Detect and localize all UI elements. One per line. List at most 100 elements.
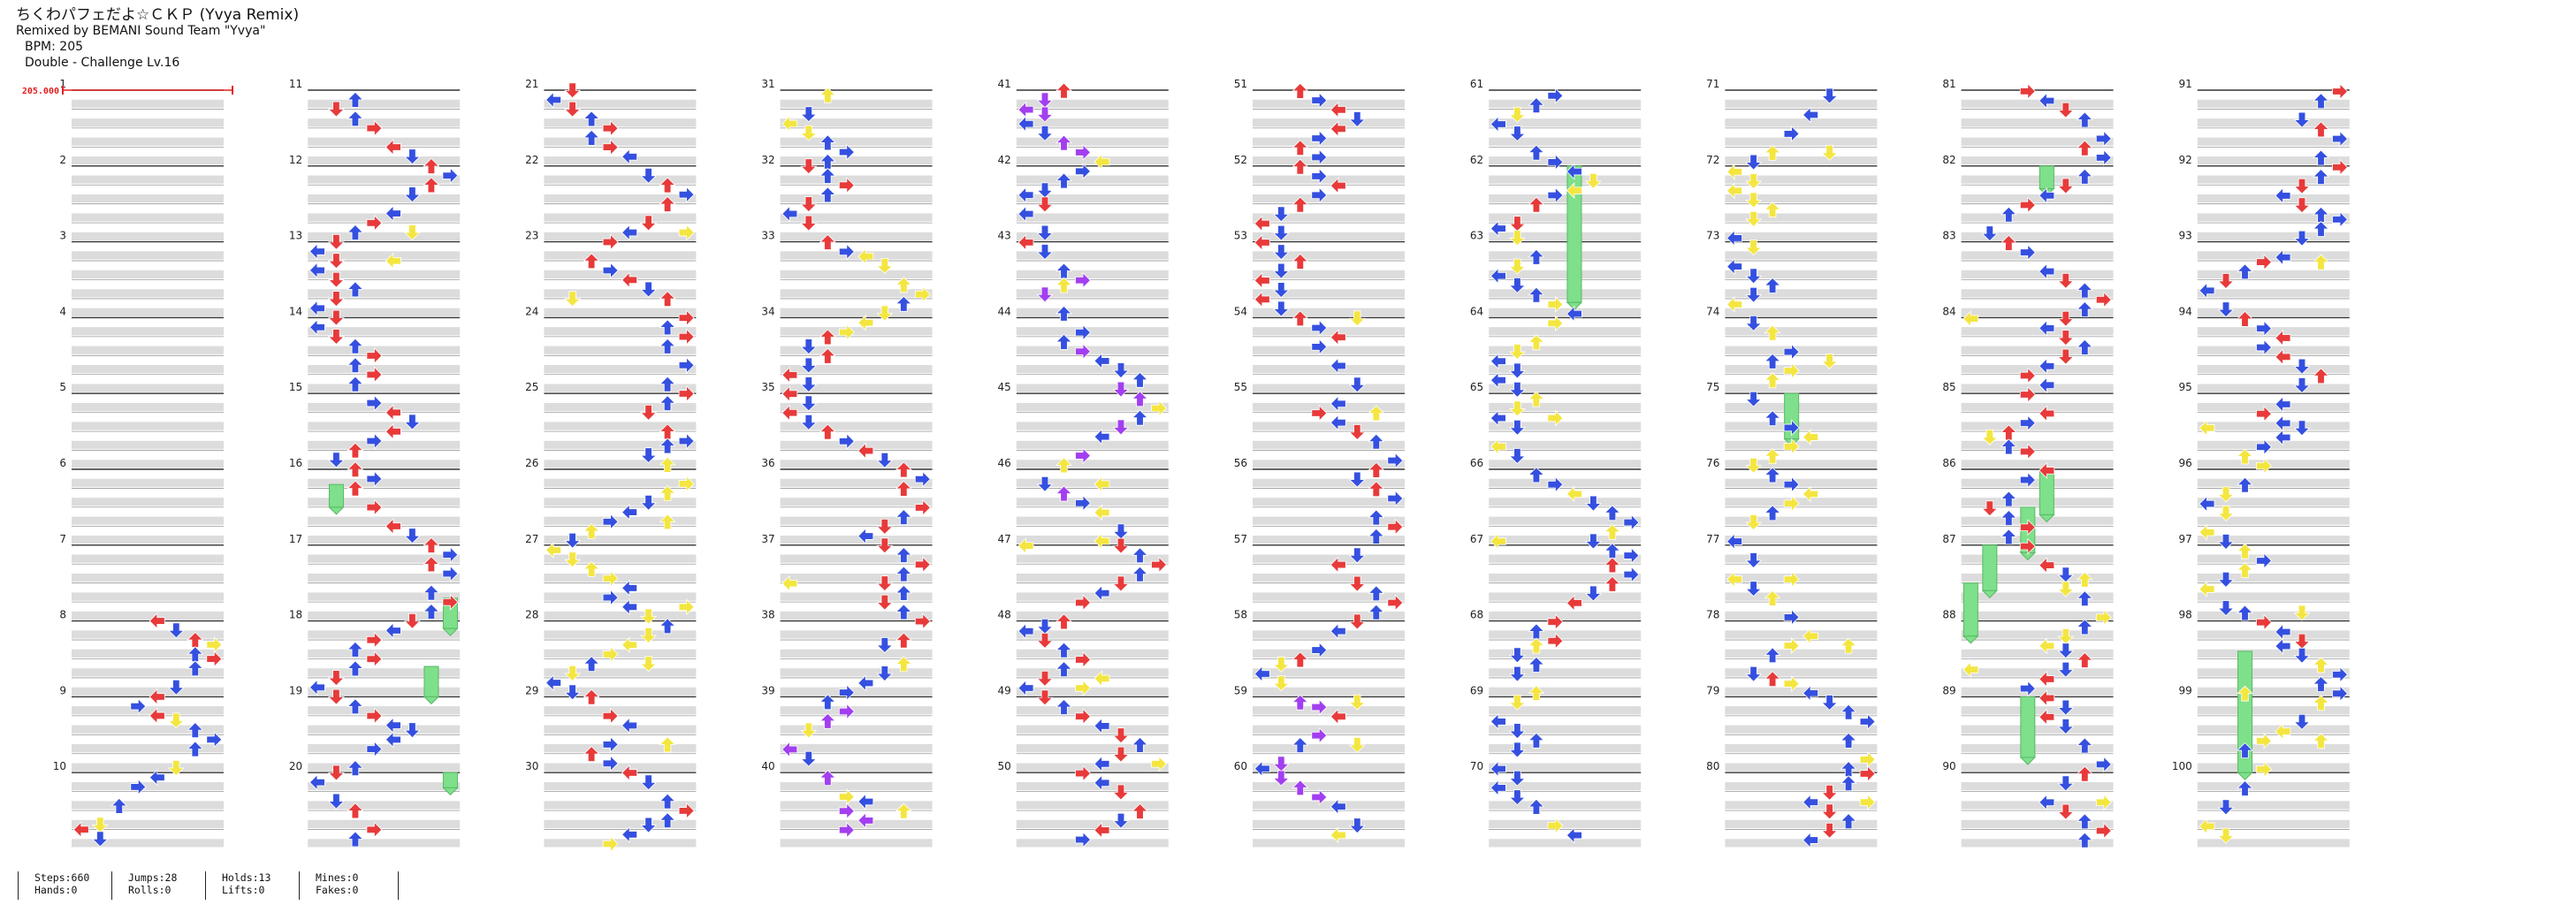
step-arrow [781, 205, 798, 223]
beat-band [1016, 725, 1169, 734]
step-arrow [1254, 215, 1270, 232]
step-arrow [1254, 291, 1270, 308]
beat-band [72, 649, 224, 658]
step-arrow [1036, 689, 1054, 706]
step-arrow [1348, 737, 1366, 754]
step-arrow [327, 271, 345, 288]
step-arrow [187, 646, 204, 663]
step-arrow [1387, 490, 1404, 507]
step-arrow [1840, 703, 1857, 720]
step-arrow [309, 773, 325, 791]
beat-band [544, 156, 697, 165]
beat-band [1016, 478, 1169, 487]
step-arrow [2076, 832, 2093, 848]
beat-band [1961, 744, 2114, 753]
step-arrow [1783, 343, 1800, 361]
step-arrow [366, 394, 383, 412]
step-arrow [583, 253, 600, 270]
stat-jumps: Jumps:28 [128, 871, 178, 884]
step-arrow [2095, 609, 2112, 627]
beat-band [2197, 99, 2350, 108]
step-arrow [602, 262, 619, 279]
beat-band [544, 630, 697, 639]
step-arrow [2313, 149, 2329, 166]
step-arrow [1348, 575, 1366, 592]
step-arrow [1075, 594, 1092, 612]
step-arrow [442, 167, 459, 185]
step-arrow [347, 641, 364, 658]
measure-number: 95 [2179, 381, 2192, 393]
step-arrow [1508, 448, 1526, 465]
step-arrow [1254, 760, 1270, 778]
step-arrow [1508, 770, 1526, 787]
step-arrow [895, 295, 912, 312]
step-arrow [403, 186, 421, 203]
beat-band [780, 99, 933, 108]
step-arrow [403, 722, 421, 739]
step-arrow [2256, 457, 2273, 475]
step-arrow [206, 650, 223, 668]
step-arrow [2019, 414, 2036, 432]
step-arrow [1547, 153, 1564, 171]
step-arrow [2217, 273, 2235, 290]
step-arrow [2199, 581, 2215, 598]
beat-band [72, 213, 224, 222]
step-arrow [1745, 391, 1763, 407]
beat-band [308, 819, 461, 829]
beat-band [780, 440, 933, 450]
step-arrow [1036, 618, 1054, 635]
beat-band [2197, 270, 2350, 278]
beat-band [1253, 99, 1405, 108]
measure-number: 85 [1942, 381, 1955, 393]
beat-band [1016, 99, 1169, 108]
step-arrow [2039, 319, 2055, 337]
beat-band [1253, 232, 1405, 241]
beat-band [1489, 839, 1642, 848]
chart-column-2: 11 12 13 14 15 16 17 18 19 20 [289, 78, 461, 848]
step-arrow [1508, 230, 1526, 247]
step-arrow [1783, 637, 1800, 655]
beat-band [1489, 402, 1642, 412]
measure-number: 23 [525, 230, 538, 242]
beat-band [1489, 744, 1642, 753]
step-arrow [1056, 333, 1072, 350]
step-arrow [1566, 594, 1582, 612]
beat-band [1489, 554, 1642, 563]
beat-band [1725, 478, 1878, 487]
measure-number: 91 [2179, 78, 2192, 90]
beat-band [544, 232, 697, 241]
measure-number: 48 [998, 609, 1011, 621]
beat-band [544, 839, 697, 848]
step-arrow [1783, 125, 1800, 142]
step-arrow [2039, 461, 2055, 479]
step-arrow [1981, 429, 1999, 445]
beat-band [1961, 687, 2114, 696]
step-arrow [347, 442, 364, 459]
beat-band [72, 194, 224, 203]
stat-hands: Hands:0 [34, 884, 78, 896]
step-arrow [403, 148, 421, 165]
measure-number: 3 [59, 230, 66, 242]
step-arrow [327, 452, 345, 468]
beat-band [1016, 175, 1169, 184]
beat-band [308, 763, 461, 772]
step-arrow [2332, 130, 2349, 148]
beat-band [2197, 384, 2350, 392]
measure-number: 83 [1942, 230, 1955, 242]
step-arrow [2057, 628, 2075, 645]
chart-column-5: 41 42 43 44 45 46 47 48 49 50 [998, 78, 1169, 848]
step-arrow [2095, 130, 2112, 148]
beat-band [2197, 194, 2350, 203]
step-arrow [1783, 475, 1800, 493]
beat-band [308, 536, 461, 544]
beat-band [544, 251, 697, 260]
step-arrow [621, 579, 637, 597]
measure-number: 59 [1234, 684, 1247, 696]
beat-band [1016, 516, 1169, 525]
measure-number: 18 [289, 609, 302, 621]
step-arrow [640, 447, 658, 464]
beat-band [2197, 402, 2350, 412]
step-arrow [640, 215, 658, 232]
beat-band [780, 763, 933, 772]
beat-band [1725, 137, 1878, 146]
